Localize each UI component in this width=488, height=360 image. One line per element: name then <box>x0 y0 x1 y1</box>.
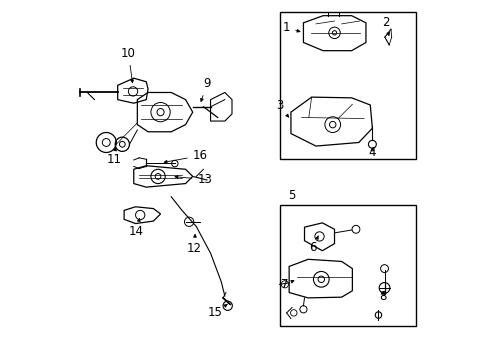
Text: 10: 10 <box>121 47 136 83</box>
Text: 7: 7 <box>280 278 293 291</box>
Text: 15: 15 <box>207 304 227 319</box>
Text: 11: 11 <box>106 147 122 166</box>
Text: 13: 13 <box>175 173 212 186</box>
Text: 8: 8 <box>379 290 386 303</box>
Text: 12: 12 <box>186 234 202 255</box>
Bar <box>280 12 415 158</box>
Text: 2: 2 <box>381 17 389 36</box>
Text: 14: 14 <box>129 219 144 238</box>
Text: 4: 4 <box>368 146 375 159</box>
Text: 16: 16 <box>164 149 207 163</box>
Text: 1: 1 <box>282 21 299 34</box>
Text: 5: 5 <box>287 189 295 202</box>
Bar <box>280 205 415 327</box>
Text: 3: 3 <box>275 99 288 117</box>
Text: 9: 9 <box>200 77 210 102</box>
Text: 6: 6 <box>309 236 318 255</box>
